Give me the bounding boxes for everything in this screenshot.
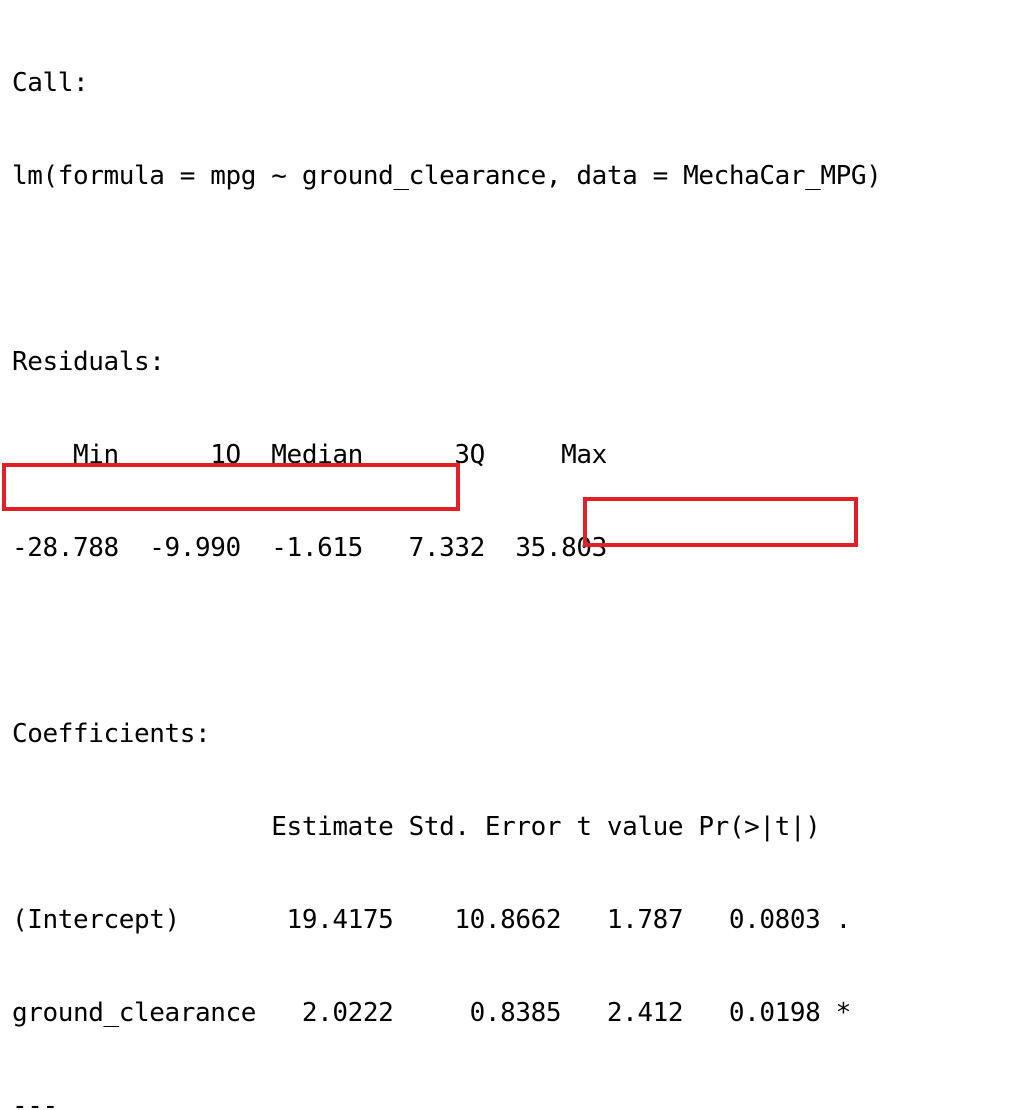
blank-line <box>12 254 958 285</box>
residuals-header: Residuals: <box>12 347 165 377</box>
highlight-box-r-squared <box>2 463 460 511</box>
coefficients-columns: Estimate Std. Error t value Pr(>|t|) <box>12 812 851 842</box>
coefficients-header: Coefficients: <box>12 719 211 749</box>
call-header: Call: <box>12 68 89 98</box>
blank-line <box>12 626 958 657</box>
coef-row-ground-clearance: ground_clearance 2.0222 0.8385 2.412 0.0… <box>12 998 851 1028</box>
coef-row-intercept: (Intercept) 19.4175 10.8662 1.787 0.0803… <box>12 905 851 935</box>
call-formula: lm(formula = mpg ~ ground_clearance, dat… <box>12 161 882 191</box>
highlight-box-p-value <box>583 497 858 547</box>
r-console-output: Call: lm(formula = mpg ~ ground_clearanc… <box>12 6 958 1110</box>
residuals-labels: Min 1Q Median 3Q Max <box>12 440 623 470</box>
separator-line: --- <box>12 1091 58 1110</box>
